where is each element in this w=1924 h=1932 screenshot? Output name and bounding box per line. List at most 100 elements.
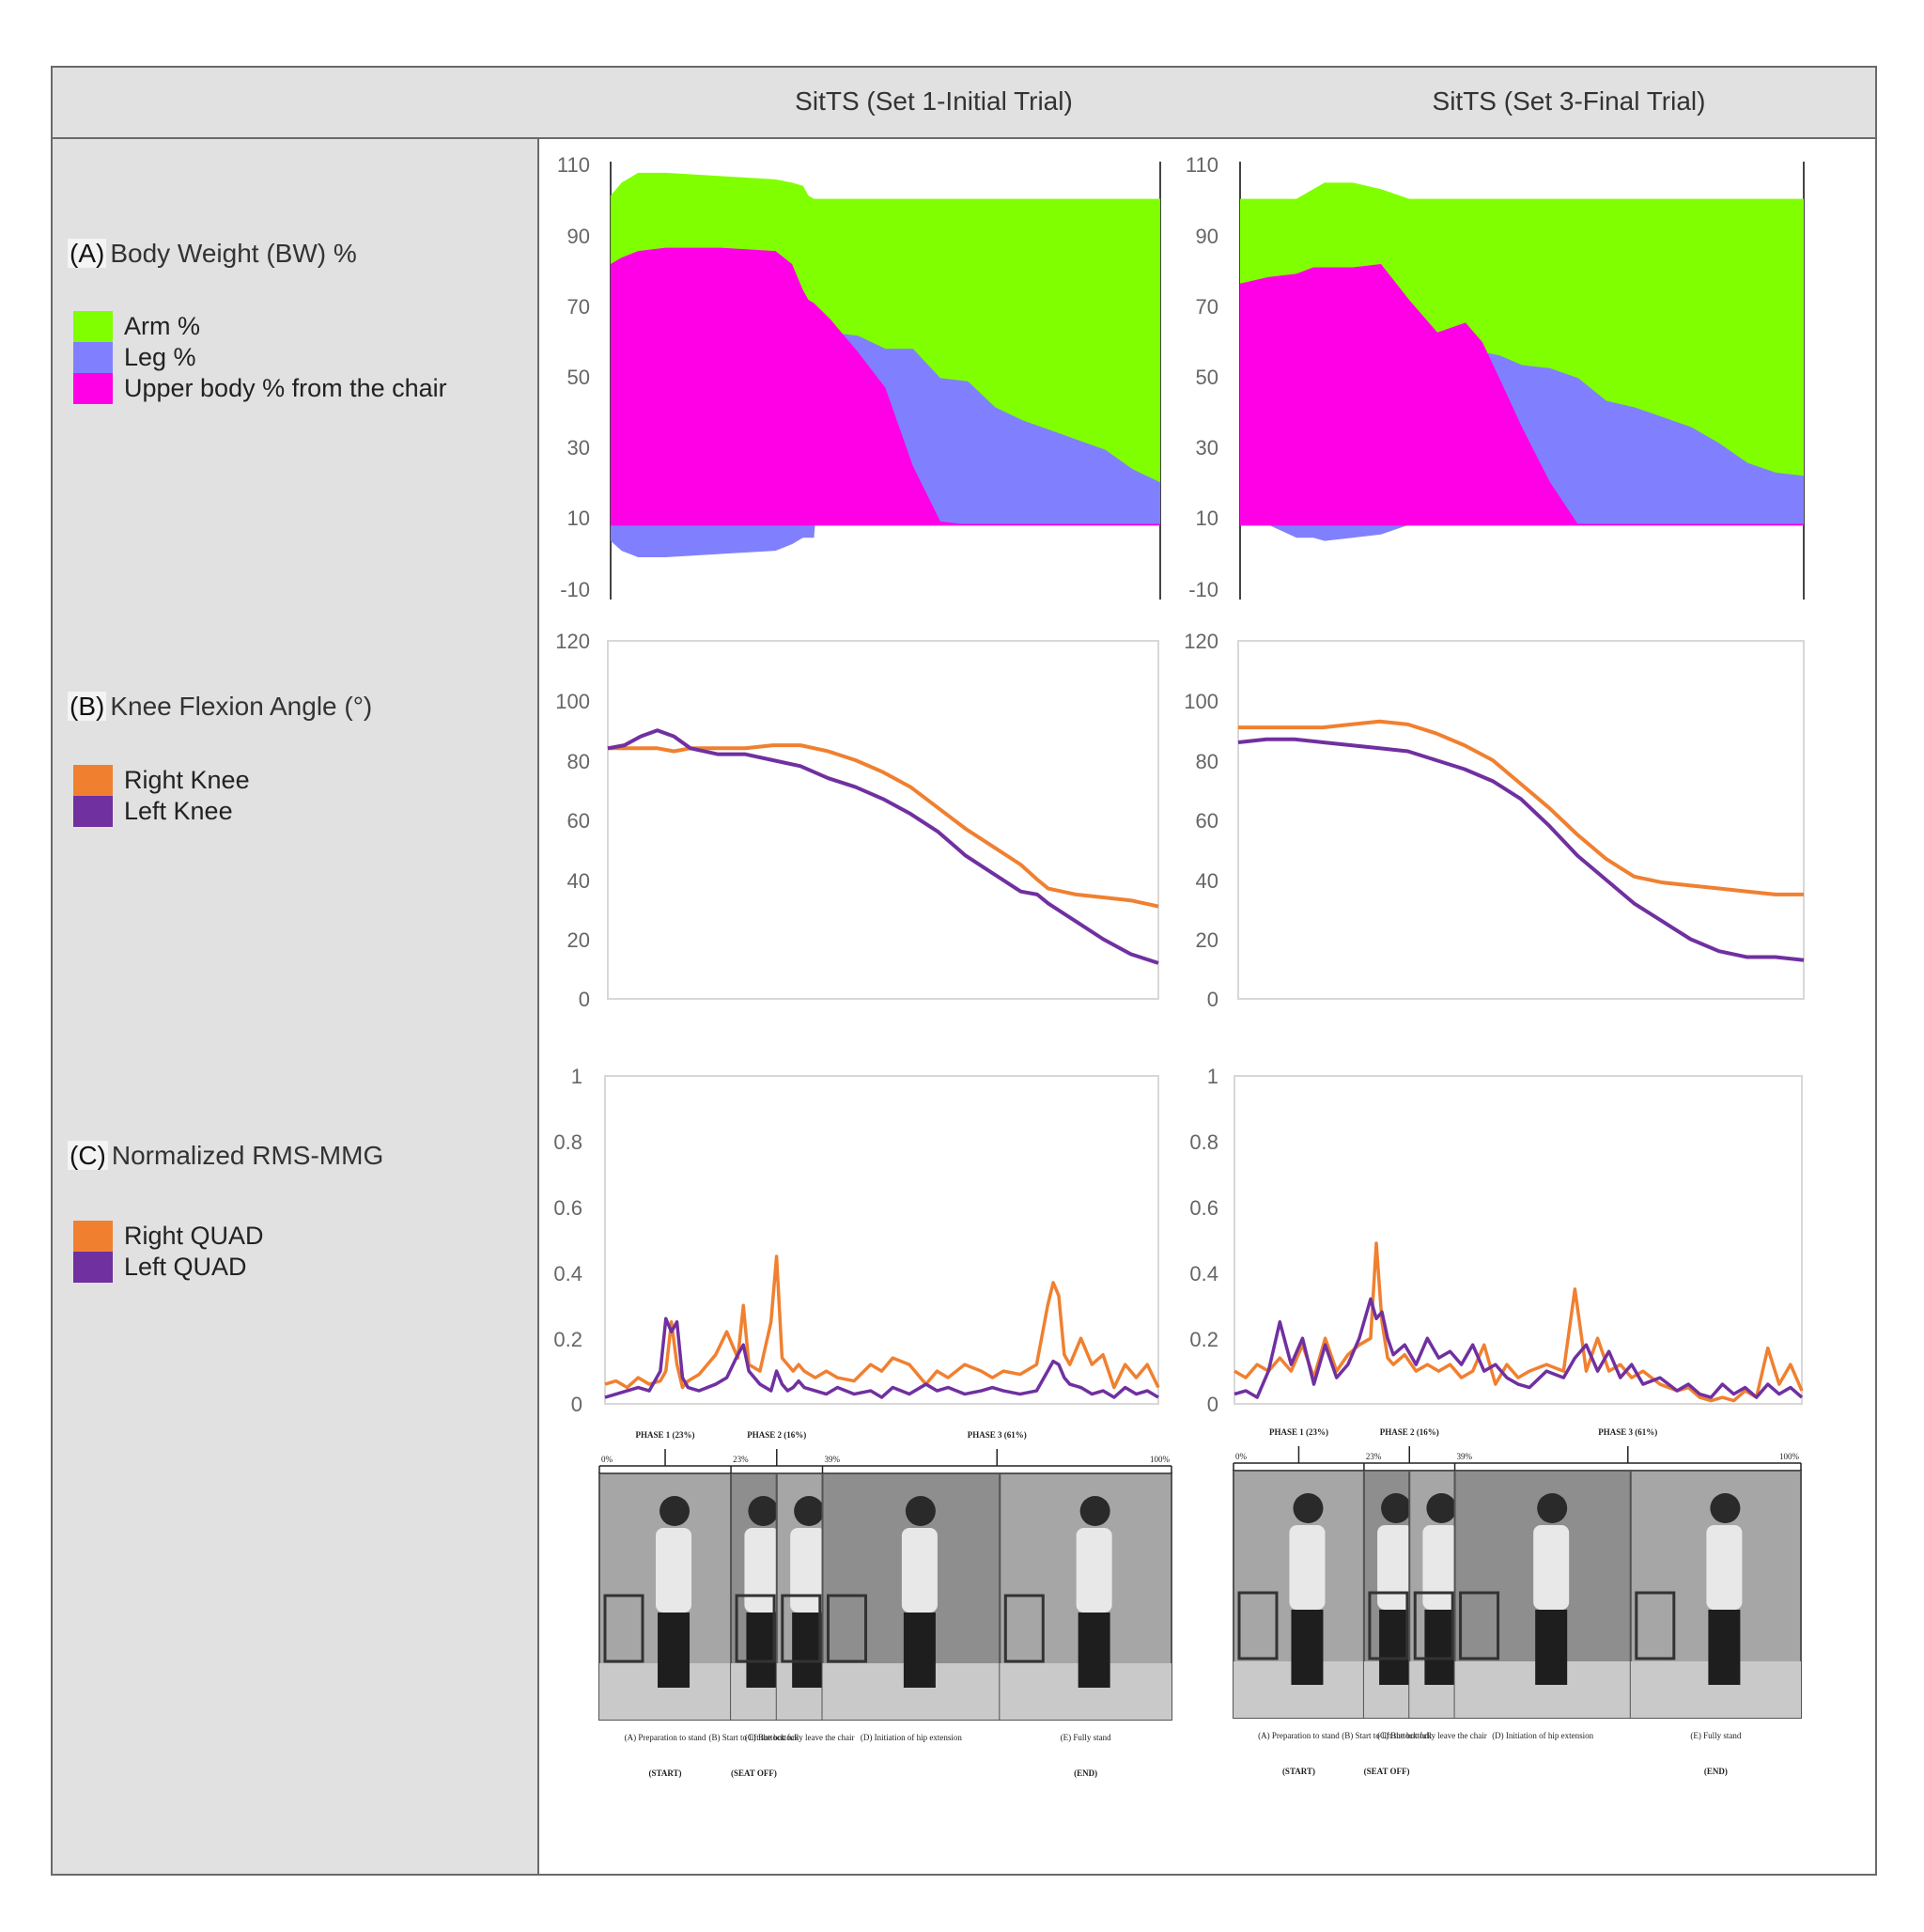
y-tick-label: 40 [1196, 869, 1218, 893]
event-marker-initial: (START) [649, 1768, 682, 1778]
legend-b: Right Knee Left Knee [73, 765, 250, 827]
phase-percent: 23% [1366, 1452, 1382, 1461]
section-c-label: (C) Normalized RMS-MMG [68, 1141, 383, 1171]
y-tick-label: 0.2 [1189, 1328, 1218, 1351]
section-a-label: (A) Body Weight (BW) % [68, 239, 357, 269]
y-tick-label: 100 [1184, 690, 1218, 713]
y-tick-label: 1 [1207, 1065, 1218, 1088]
y-tick-label: 50 [567, 366, 590, 389]
swatch-right-knee [73, 765, 113, 796]
legend-label: Right QUAD [124, 1222, 264, 1250]
y-tick-label: 120 [555, 630, 590, 653]
step-caption-final: (E) Fully stand [1690, 1731, 1741, 1740]
torso-shape [656, 1528, 692, 1613]
series-line-left-knee-final [1237, 737, 1805, 962]
chair-shape [1368, 1591, 1409, 1660]
y-tick-label: 30 [1196, 436, 1218, 460]
step-caption-final: (A) Preparation to stand [1258, 1731, 1340, 1740]
y-tick-label: -10 [560, 578, 590, 601]
torso-shape [1377, 1525, 1414, 1610]
y-tick-label: 0.4 [553, 1262, 582, 1285]
section-b-label: (B) Knee Flexion Angle (°) [68, 692, 372, 722]
legend-label: Left Knee [124, 797, 233, 825]
y-tick-label: 0.4 [1189, 1262, 1218, 1285]
torso-shape [1289, 1525, 1326, 1610]
head-shape [1381, 1493, 1412, 1523]
series-line-right-quad-initial [604, 1254, 1160, 1390]
y-tick-label: 40 [567, 869, 590, 893]
section-c-letter: (C) [68, 1141, 108, 1170]
swatch-left-knee [73, 796, 113, 827]
step-caption-final: (D) Initiation of hip extension [1492, 1731, 1593, 1740]
step-caption-initial: (A) Preparation to stand [625, 1733, 706, 1742]
plot-area [1234, 1075, 1803, 1405]
area-upper-final [1240, 264, 1804, 525]
y-tick-label: -10 [1188, 578, 1218, 601]
phase-percent: 39% [1457, 1452, 1473, 1461]
legend-a: Arm % Leg % Upper body % from the chair [73, 311, 447, 404]
chair-shape [1003, 1594, 1045, 1663]
chair-shape [827, 1594, 868, 1663]
legs-shape [1535, 1610, 1568, 1685]
phase-label-initial: PHASE 3 (61%) [968, 1430, 1027, 1440]
y-tick-label: 80 [567, 750, 590, 773]
legs-shape [1424, 1610, 1457, 1685]
legend-label: Left QUAD [124, 1253, 247, 1281]
phase-percent: 0% [601, 1455, 613, 1464]
legend-item-upper-body: Upper body % from the chair [73, 373, 447, 404]
swatch-right-quad [73, 1221, 113, 1252]
step-caption-initial: (B) Start to lift the buttock [709, 1733, 799, 1742]
y-tick-label: 90 [567, 225, 590, 248]
phase-label-final: PHASE 1 (23%) [1269, 1427, 1328, 1437]
phase-percent: 100% [1779, 1452, 1800, 1461]
plot-area [604, 1075, 1159, 1405]
section-a-letter: (A) [68, 239, 107, 268]
legend-label: Right Knee [124, 766, 250, 794]
y-tick-label: 0.6 [553, 1196, 582, 1220]
y-tick-label: 0 [1207, 1393, 1218, 1416]
legend-item-right-quad: Right QUAD [73, 1221, 264, 1252]
plot-area [1237, 640, 1805, 1000]
y-tick-label: 70 [1196, 295, 1218, 319]
chair-shape [1459, 1591, 1500, 1660]
y-tick-label: 1 [571, 1065, 582, 1088]
chair-shape [735, 1594, 776, 1663]
legend-label: Upper body % from the chair [124, 374, 447, 402]
series-line-right-knee-final [1238, 719, 1804, 896]
y-tick-label: 60 [1196, 809, 1218, 833]
head-shape [1079, 1496, 1110, 1526]
head-shape [1537, 1493, 1568, 1523]
step-caption-initial: (E) Fully stand [1061, 1733, 1111, 1742]
y-tick-label: 110 [557, 153, 590, 177]
header-row: SitTS (Set 1-Initial Trial) SitTS (Set 3… [53, 68, 1875, 139]
torso-shape [790, 1528, 827, 1613]
legs-shape [903, 1613, 936, 1688]
series-line-right-knee-initial [608, 743, 1159, 909]
y-tick-label: 0.2 [553, 1328, 582, 1351]
swatch-leg [73, 342, 113, 373]
series-line-left-quad-initial [604, 1317, 1159, 1399]
phase-label-initial: PHASE 2 (16%) [747, 1430, 806, 1440]
head-shape [1293, 1493, 1324, 1523]
y-tick-label: 0 [1207, 988, 1218, 1011]
y-tick-label: 10 [1196, 506, 1218, 530]
torso-shape [901, 1528, 938, 1613]
legs-shape [1708, 1610, 1741, 1685]
section-c-title: Normalized RMS-MMG [111, 1141, 384, 1170]
y-tick-label: 120 [1184, 630, 1218, 653]
column-title-initial: SitTS (Set 1-Initial Trial) [795, 86, 1073, 116]
event-marker-initial: (END) [1074, 1768, 1097, 1778]
y-tick-label: 0.6 [1189, 1196, 1218, 1220]
series-line-left-quad-final [1234, 1297, 1804, 1399]
swatch-arm [73, 311, 113, 342]
phase-percent: 100% [1150, 1455, 1171, 1464]
head-shape [905, 1496, 936, 1526]
section-b-letter: (B) [68, 692, 107, 721]
head-shape [1710, 1493, 1741, 1523]
y-tick-label: 60 [567, 809, 590, 833]
chair-shape [781, 1594, 822, 1663]
y-tick-label: 110 [1186, 153, 1218, 177]
y-tick-label: 0 [579, 988, 590, 1011]
torso-shape [1422, 1525, 1459, 1610]
section-b-title: Knee Flexion Angle (°) [110, 692, 373, 721]
